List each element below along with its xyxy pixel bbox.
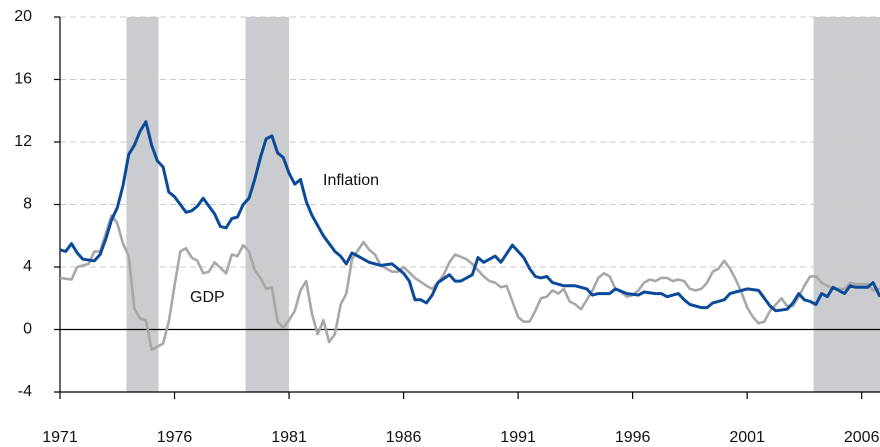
series-annotation: Inflation [323, 172, 379, 189]
y-tick-label: 0 [23, 321, 32, 338]
x-tick-label: 2001 [729, 429, 765, 446]
y-tick-label: 4 [23, 258, 32, 275]
x-tick-label: 1996 [615, 429, 651, 446]
series-annotation: GDP [190, 289, 225, 306]
x-tick-label: 1976 [157, 429, 193, 446]
x-tick-label: 1971 [42, 429, 78, 446]
x-tick-label: 2006 [844, 429, 880, 446]
y-tick-label: 16 [14, 71, 32, 88]
y-tick-label: 20 [14, 8, 32, 25]
x-tick-label: 1981 [271, 429, 307, 446]
x-tick-label: 1991 [500, 429, 536, 446]
x-tick-label: 1986 [386, 429, 422, 446]
y-tick-label: 8 [23, 196, 32, 213]
y-tick-label: -4 [18, 383, 32, 400]
y-tick-label: 12 [14, 133, 32, 150]
series-line [59, 120, 880, 313]
